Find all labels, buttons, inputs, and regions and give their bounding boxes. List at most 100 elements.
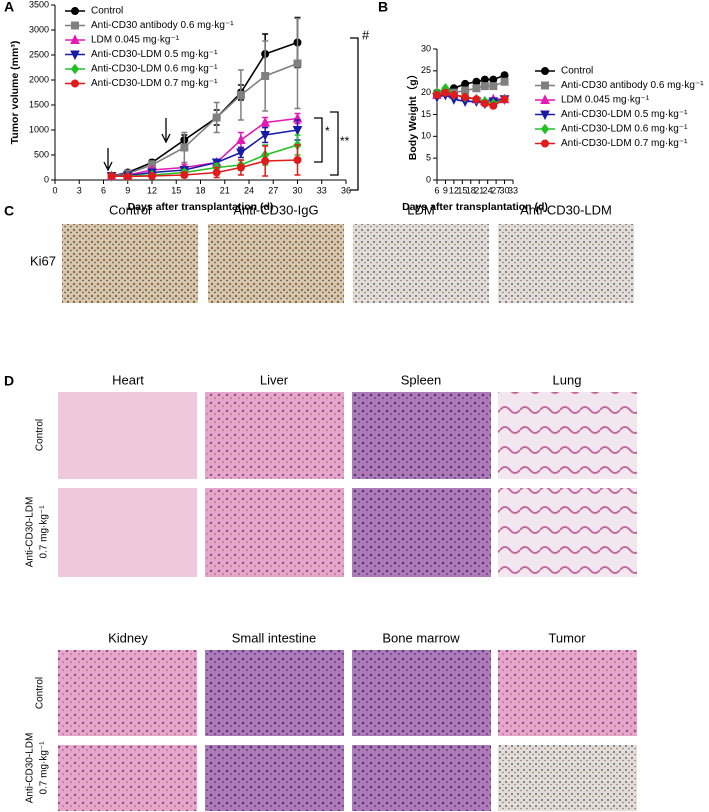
- legend-label: LDM 0.045 mg·kg⁻¹: [91, 35, 180, 46]
- x-axis-title: Days after transplantation (d): [402, 201, 548, 213]
- x-tick-label: 33: [508, 185, 518, 195]
- y-axis-title: Tumor volume (mm³): [9, 41, 21, 145]
- column-label: LDM: [407, 202, 434, 217]
- organ-label: Lung: [553, 372, 582, 387]
- marker: [261, 157, 270, 165]
- panel-label: B: [378, 0, 388, 15]
- marker: [236, 148, 246, 159]
- legend-label: LDM 0.045 mg·kg⁻¹: [561, 95, 650, 106]
- annotation: **: [340, 134, 350, 148]
- marker: [70, 63, 80, 75]
- organ-label: Small intestine: [232, 630, 317, 645]
- marker: [540, 94, 550, 104]
- marker: [441, 88, 450, 97]
- x-tick-label: 3: [77, 185, 82, 195]
- marker: [293, 156, 302, 164]
- marker: [461, 93, 470, 102]
- micrograph: [205, 650, 344, 736]
- row-label: Ki67: [30, 253, 56, 268]
- marker: [472, 77, 481, 86]
- micrograph: [498, 488, 637, 577]
- legend-label: Control: [91, 6, 123, 17]
- y-tick-label: 0: [44, 174, 49, 184]
- marker: [180, 171, 189, 179]
- organ-label: Liver: [260, 372, 289, 387]
- marker: [180, 143, 189, 152]
- legend-label: Anti-CD30 antibody 0.6 mg·kg⁻¹: [561, 80, 704, 91]
- panel-label: C: [4, 203, 14, 219]
- annotation: #: [362, 27, 370, 42]
- legend-label: Anti-CD30-LDM 0.5 mg·kg⁻¹: [91, 49, 218, 60]
- micrograph: [352, 392, 491, 479]
- micrograph: [58, 745, 197, 811]
- x-tick-label: 27: [268, 185, 278, 195]
- legend-label: Control: [561, 66, 593, 77]
- legend-label: Anti-CD30-LDM 0.7 mg·kg⁻¹: [561, 138, 688, 149]
- x-tick-label: 36: [341, 185, 351, 195]
- organ-label: Tumor: [548, 630, 586, 645]
- x-tick-label: 6: [434, 185, 439, 195]
- marker: [489, 75, 498, 84]
- marker: [480, 75, 489, 84]
- marker: [293, 59, 302, 68]
- marker: [71, 7, 79, 15]
- y-tick-label: 0: [426, 174, 431, 184]
- marker: [70, 34, 80, 44]
- marker: [212, 168, 221, 177]
- x-tick-label: 30: [292, 185, 302, 195]
- panel-label: D: [4, 373, 14, 389]
- y-tick-label: 10: [421, 131, 431, 141]
- marker: [236, 134, 246, 144]
- legend-label: Anti-CD30-LDM 0.5 mg·kg⁻¹: [561, 109, 688, 120]
- marker: [70, 50, 80, 61]
- y-tick-label: 500: [34, 149, 49, 159]
- micrograph: [62, 224, 198, 303]
- y-tick-label: 2500: [29, 49, 49, 59]
- row-label: Anti-CD30-LDM: [25, 497, 36, 568]
- marker: [541, 139, 549, 148]
- marker: [541, 81, 549, 90]
- y-tick-label: 30: [421, 43, 431, 53]
- micrograph: [208, 224, 344, 303]
- x-tick-label: 33: [317, 185, 327, 195]
- micrograph: [352, 745, 491, 811]
- x-tick-label: 21: [474, 185, 484, 195]
- x-tick-label: 12: [449, 185, 459, 195]
- series-line: [111, 159, 298, 178]
- row-label: 0.7 mg·kg⁻¹: [39, 505, 50, 559]
- y-tick-label: 15: [421, 109, 431, 119]
- series-line: [111, 41, 298, 177]
- x-tick-label: 0: [52, 185, 57, 195]
- y-tick-label: 1500: [29, 99, 49, 109]
- marker: [541, 67, 549, 75]
- marker: [212, 113, 221, 122]
- y-tick-label: 2000: [29, 74, 49, 84]
- marker: [480, 82, 489, 91]
- marker: [433, 90, 441, 99]
- marker: [123, 172, 132, 181]
- marker: [500, 77, 509, 86]
- organ-label: Kidney: [108, 630, 148, 645]
- organ-label: Spleen: [401, 372, 441, 387]
- row-label: Control: [35, 419, 46, 451]
- y-tick-label: 5: [426, 153, 431, 163]
- micrograph: [58, 488, 197, 577]
- x-tick-label: 30: [500, 185, 510, 195]
- micrograph: [352, 650, 491, 736]
- y-tick-label: 25: [421, 65, 431, 75]
- micrograph: [353, 224, 489, 303]
- legend-label: Anti-CD30-LDM 0.7 mg·kg⁻¹: [91, 78, 218, 89]
- x-tick-label: 6: [101, 185, 106, 195]
- marker: [540, 110, 550, 121]
- marker: [261, 72, 270, 80]
- panel-label: A: [4, 0, 14, 15]
- column-label: Anti-CD30-IgG: [233, 202, 318, 217]
- y-tick-label: 3500: [29, 0, 49, 9]
- legend-label: Anti-CD30-LDM 0.6 mg·kg⁻¹: [561, 124, 688, 135]
- marker: [500, 95, 509, 104]
- x-tick-label: 12: [147, 185, 157, 195]
- x-tick-label: 27: [491, 185, 501, 195]
- marker: [500, 71, 509, 80]
- marker: [472, 84, 481, 93]
- micrograph: [498, 392, 637, 479]
